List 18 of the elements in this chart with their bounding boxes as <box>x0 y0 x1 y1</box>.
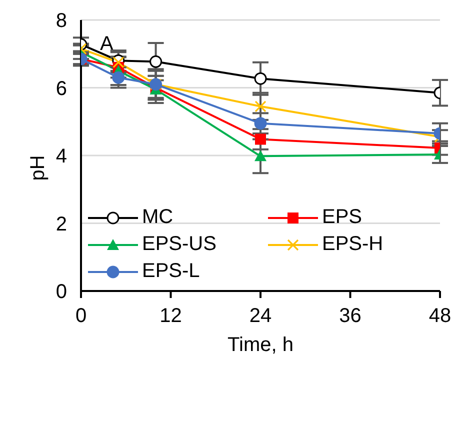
x-axis-title: Time, h <box>228 334 294 356</box>
legend-label: EPS <box>322 206 362 229</box>
x-tick-label: 36 <box>339 305 362 328</box>
legend-label: EPS-US <box>142 233 216 256</box>
legend-label: EPS-L <box>142 260 200 283</box>
y-tick-label: 6 <box>56 78 67 100</box>
y-tick-label: 0 <box>56 281 67 304</box>
x-tick-label: 12 <box>160 305 182 328</box>
legend-label: EPS-H <box>322 233 384 256</box>
x-tick-label: 24 <box>249 305 272 328</box>
y-axis-title: pH <box>27 155 49 181</box>
x-tick-label: 48 <box>428 305 452 328</box>
legend-label: MC <box>142 206 174 229</box>
annotation: A <box>100 33 114 55</box>
y-tick-label: 4 <box>56 146 67 168</box>
x-tick-label: 0 <box>75 305 87 328</box>
y-tick-label: 8 <box>56 10 67 32</box>
y-tick-label: 2 <box>56 213 67 236</box>
